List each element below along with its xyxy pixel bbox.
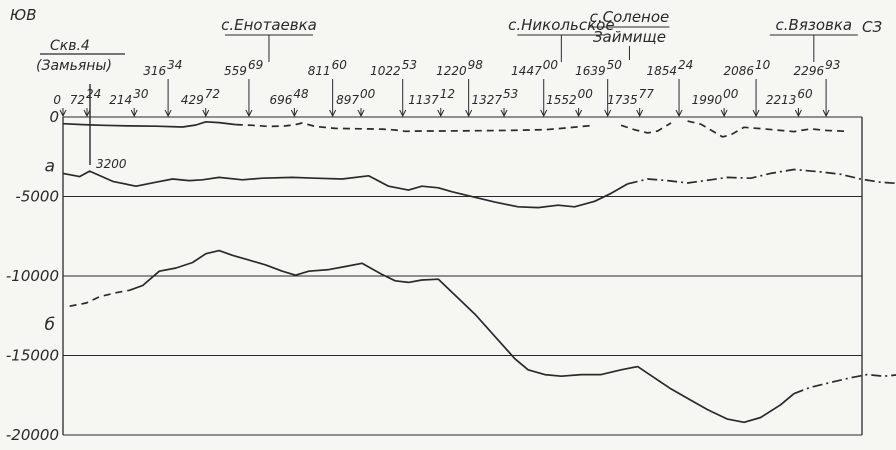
x-tick-label-superscript: 00 bbox=[360, 87, 376, 101]
series-line-segment bbox=[62, 170, 629, 209]
x-tick-arrowhead bbox=[290, 109, 298, 118]
x-tick-label: 2086 bbox=[724, 64, 755, 78]
series-lines: аб bbox=[45, 120, 896, 424]
x-tick-label: 2296 bbox=[794, 64, 825, 78]
x-tick-label: 1220 bbox=[436, 64, 467, 78]
village-label: с.Енотаевка bbox=[221, 16, 317, 34]
direction-right-label: СЗ bbox=[862, 18, 882, 36]
x-tick-arrowhead bbox=[540, 109, 548, 118]
x-tick-label-superscript: 10 bbox=[755, 58, 771, 72]
x-tick-arrowhead bbox=[604, 109, 612, 118]
y-axis-tick-labels: 0 -5000 -10000 -15000 -20000 bbox=[6, 108, 59, 444]
series-line-segment bbox=[129, 249, 795, 424]
y-tick-label: 0 bbox=[49, 108, 59, 126]
x-tick-arrowhead bbox=[164, 109, 172, 118]
x-tick-label: 1327 bbox=[471, 93, 502, 107]
x-tick-arrowhead bbox=[329, 109, 337, 118]
well-sublabel: (Замьяны) bbox=[36, 58, 112, 74]
series-line-segment bbox=[687, 120, 848, 138]
x-tick-label: 1990 bbox=[692, 93, 723, 107]
x-tick-label: 696 bbox=[269, 93, 292, 107]
x-tick-arrowhead bbox=[59, 109, 67, 118]
x-tick-arrowhead bbox=[130, 109, 138, 118]
x-tick-label: 316 bbox=[143, 64, 166, 78]
x-tick-label-superscript: 53 bbox=[402, 58, 417, 72]
series-line-segment bbox=[620, 122, 672, 134]
series-line-segment bbox=[627, 168, 896, 185]
series-curve-label: б bbox=[45, 315, 55, 335]
x-tick-label: 897 bbox=[336, 93, 359, 107]
y-tick-label: -15000 bbox=[6, 347, 59, 365]
y-tick-label: -10000 bbox=[6, 267, 59, 285]
x-tick-arrowhead bbox=[245, 109, 253, 118]
x-tick-label-superscript: 34 bbox=[167, 58, 182, 72]
x-tick-arrowhead bbox=[575, 109, 583, 118]
x-tick-label-superscript: 93 bbox=[825, 58, 840, 72]
y-tick-label: -20000 bbox=[6, 426, 59, 444]
x-tick-label: 1022 bbox=[370, 64, 401, 78]
x-tick-label-superscript: 00 bbox=[543, 58, 559, 72]
x-tick-label-superscript: 72 bbox=[205, 87, 220, 101]
x-tick-label-superscript: 60 bbox=[797, 87, 813, 101]
series-curve-label: а bbox=[45, 156, 55, 176]
x-tick-label: 811 bbox=[308, 64, 331, 78]
x-tick-arrowhead bbox=[720, 109, 728, 118]
x-tick-label-superscript: 12 bbox=[440, 87, 455, 101]
x-tick-arrowhead bbox=[822, 109, 830, 118]
x-tick-arrowhead bbox=[399, 109, 407, 118]
x-tick-arrowhead bbox=[675, 109, 683, 118]
x-tick-label-superscript: 60 bbox=[332, 58, 348, 72]
x-tick-label: 214 bbox=[109, 93, 132, 107]
gridlines bbox=[63, 116, 862, 436]
x-tick-label-superscript: 50 bbox=[607, 58, 623, 72]
y-tick-label: -5000 bbox=[15, 188, 59, 206]
x-tick-label: 1137 bbox=[408, 93, 439, 107]
x-tick-label: 429 bbox=[181, 93, 204, 107]
x-tick-arrowhead bbox=[636, 109, 644, 118]
x-tick-label: 2213 bbox=[766, 93, 797, 107]
x-tick-arrowhead bbox=[357, 109, 365, 118]
x-tick-label: 72 bbox=[70, 93, 85, 107]
x-tick-arrowhead bbox=[437, 109, 445, 118]
x-tick-label-superscript: 48 bbox=[293, 87, 309, 101]
series-line-segment bbox=[793, 373, 896, 395]
x-tick-label-superscript: 30 bbox=[133, 87, 149, 101]
village-label: с.Соленое bbox=[590, 8, 670, 26]
village-label: с.Никольское bbox=[508, 16, 614, 34]
x-tick-label: 1854 bbox=[646, 64, 677, 78]
x-tick-label: 1447 bbox=[511, 64, 542, 78]
well-label: Скв.4 bbox=[50, 38, 90, 54]
village-label: с.Вязовка bbox=[776, 16, 853, 34]
x-tick-label: 1639 bbox=[575, 64, 606, 78]
series-line-segment bbox=[69, 289, 130, 308]
x-tick-arrowhead bbox=[794, 109, 802, 118]
x-tick-arrowhead bbox=[465, 109, 473, 118]
x-tick-arrowhead bbox=[752, 109, 760, 118]
well-depth-label: 3200 bbox=[96, 157, 127, 171]
x-tick-arrowhead bbox=[83, 109, 91, 118]
x-tick-label: 559 bbox=[224, 64, 247, 78]
x-tick-label-superscript: 00 bbox=[578, 87, 594, 101]
x-tick-label-superscript: 53 bbox=[503, 87, 518, 101]
x-tick-arrowhead bbox=[500, 109, 508, 118]
x-tick-label: 1552 bbox=[546, 93, 577, 107]
x-tick-arrowhead bbox=[202, 109, 210, 118]
x-tick-label-superscript: 77 bbox=[639, 87, 655, 101]
direction-left-label: ЮВ bbox=[10, 6, 36, 24]
x-tick-label-superscript: 69 bbox=[248, 58, 263, 72]
series-line-segment bbox=[235, 122, 595, 133]
x-tick-label-superscript: 24 bbox=[86, 87, 101, 101]
series-line-segment bbox=[62, 120, 236, 128]
village-label-line2: Займище bbox=[593, 28, 666, 46]
x-tick-label: 0 bbox=[53, 93, 61, 107]
x-tick-label-superscript: 24 bbox=[678, 58, 693, 72]
x-tick-label-superscript: 98 bbox=[468, 58, 484, 72]
x-tick-label-superscript: 00 bbox=[723, 87, 739, 101]
x-tick-label: 1735 bbox=[607, 93, 638, 107]
